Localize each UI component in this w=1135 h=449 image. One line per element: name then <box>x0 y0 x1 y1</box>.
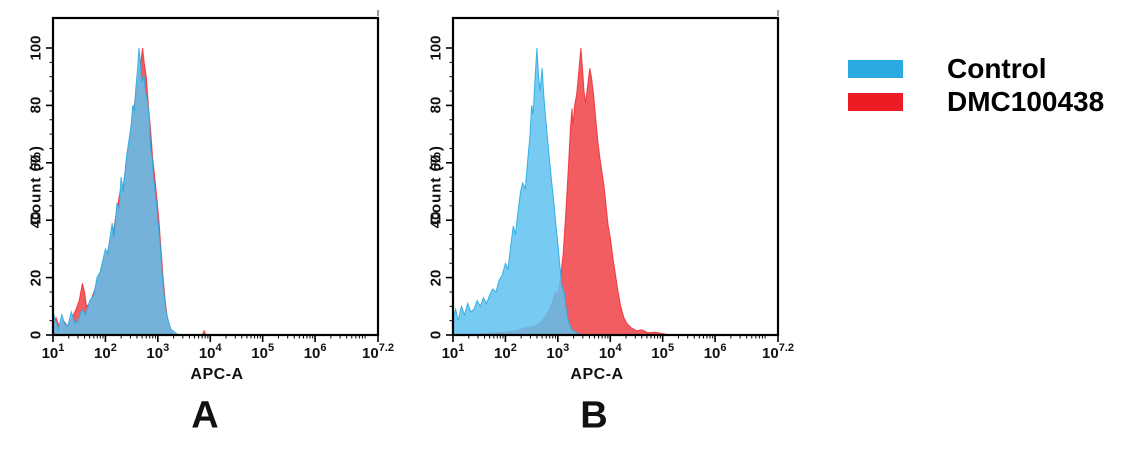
x-tick-label: 104 <box>198 342 222 362</box>
y-tick-label: 20 <box>27 269 45 286</box>
x-tick-label: 104 <box>598 342 622 362</box>
y-tick-label: 40 <box>27 211 45 229</box>
y-tick-label: 40 <box>427 211 445 229</box>
histogram-area-control-panel-a <box>53 48 179 335</box>
y-tick-label: 0 <box>27 330 45 340</box>
histogram-area-dmc100438-panel-b <box>474 48 671 335</box>
y-tick-label: 80 <box>27 97 45 114</box>
legend-label-control: Control <box>947 52 1047 84</box>
x-tick-label: 101 <box>41 342 65 362</box>
x-tick-label: 102 <box>94 342 117 362</box>
legend-label-dmc100438: DMC100438 <box>947 85 1105 117</box>
plot-border-panel-a <box>51 16 380 337</box>
x-tick-label: 106 <box>303 342 327 362</box>
y-tick-label: 20 <box>427 269 445 286</box>
legend-item-control: Control <box>848 52 1104 85</box>
control-color-swatch <box>848 59 903 78</box>
y-tick-label: 60 <box>427 154 445 172</box>
x-tick-label: 107.2 <box>362 342 394 362</box>
x-axis-title-panel-b: APC-A <box>570 366 624 383</box>
x-tick-label: 105 <box>651 342 675 362</box>
x-tick-label: 107.2 <box>762 342 794 362</box>
y-tick-label: 100 <box>27 35 45 61</box>
x-tick-label: 106 <box>703 342 727 362</box>
y-tick-label: 100 <box>427 35 445 61</box>
x-tick-label: 101 <box>441 342 465 362</box>
x-tick-label: 105 <box>251 342 275 362</box>
y-tick-label: 60 <box>27 154 45 172</box>
histogram-outline-control-panel-b <box>452 47 582 336</box>
x-axis-title-panel-a: APC-A <box>190 366 244 383</box>
y-tick-label: 80 <box>427 97 445 114</box>
panel-label-a: A <box>191 394 219 437</box>
legend-item-dmc100438: DMC100438 <box>848 85 1104 118</box>
dmc100438-color-swatch <box>848 92 903 111</box>
x-tick-label: 102 <box>494 342 517 362</box>
x-tick-label: 103 <box>146 342 170 362</box>
histogram-outline-control-panel-a <box>52 47 181 336</box>
panel-label-b: B <box>580 394 608 437</box>
x-tick-label: 103 <box>546 342 570 362</box>
legend: Control DMC100438 <box>848 52 1104 118</box>
y-tick-label: 0 <box>427 330 445 340</box>
plot-border-panel-b <box>451 16 780 337</box>
histogram-area-control-panel-b <box>453 48 582 335</box>
